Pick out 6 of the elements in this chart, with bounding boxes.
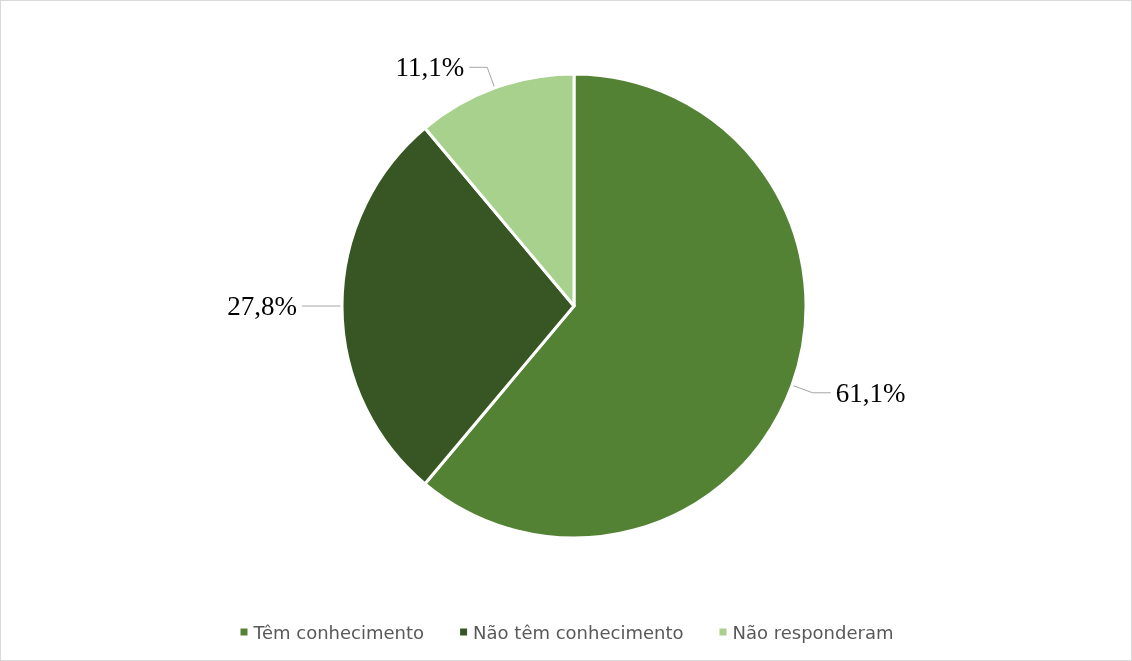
data-label: 11,1% <box>395 52 465 83</box>
data-label: 27,8% <box>227 291 297 321</box>
legend-label: Têm conhecimento <box>252 621 425 643</box>
legend-label: Não responderam <box>732 621 894 643</box>
data-label: 61,1% <box>835 377 906 408</box>
legend-label: Não têm conhecimento <box>473 621 684 643</box>
